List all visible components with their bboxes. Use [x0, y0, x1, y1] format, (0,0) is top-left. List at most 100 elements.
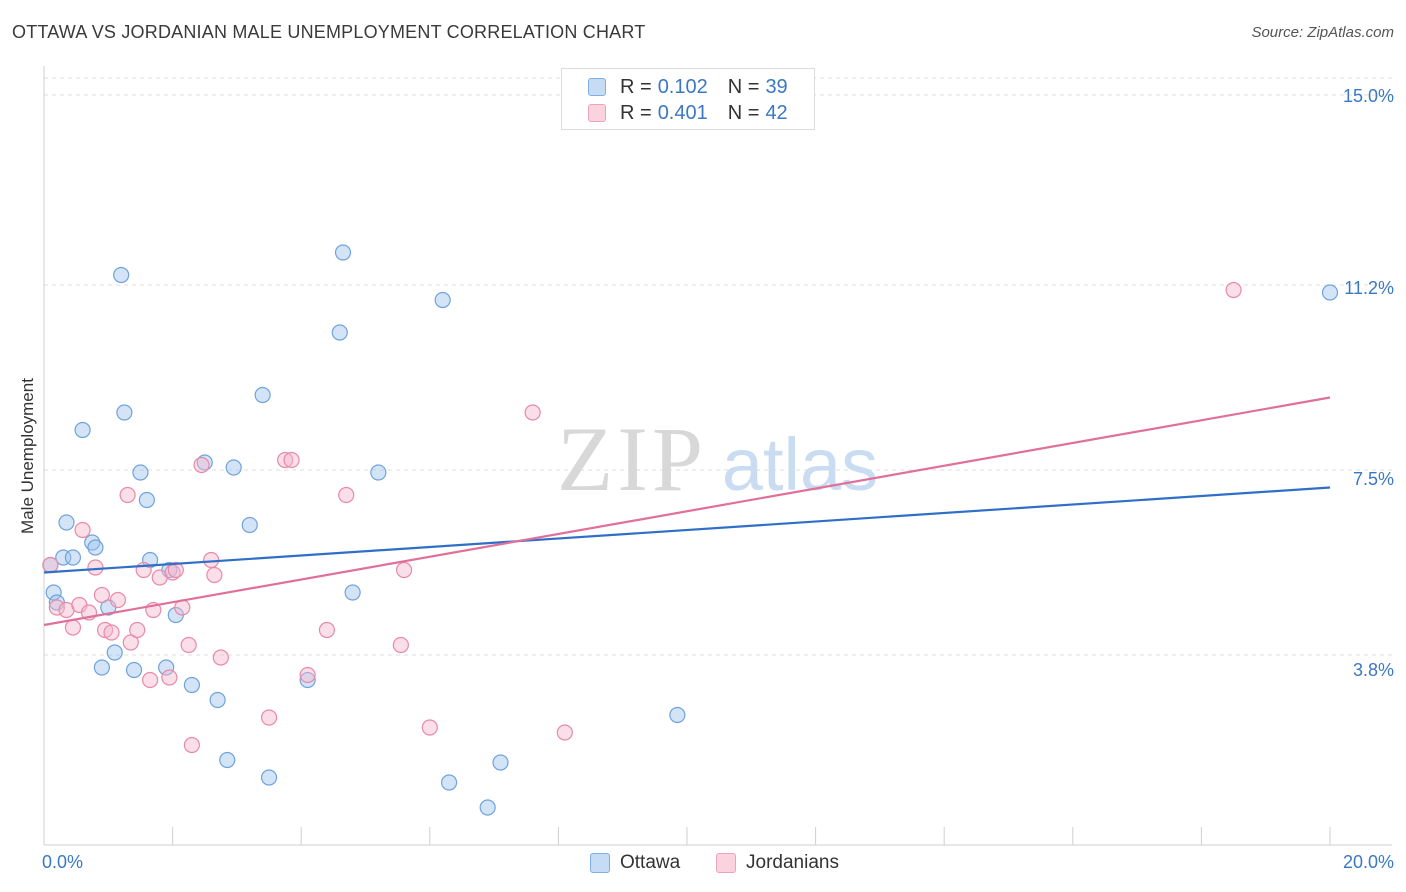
point-ottawa [113, 266, 130, 284]
point-ottawa [183, 676, 200, 694]
x-axis-min-label: 0.0% [42, 852, 84, 872]
point-jordanians [103, 624, 120, 641]
point-ottawa [254, 386, 271, 404]
legend-swatch-ottawa [590, 853, 610, 873]
point-ottawa [125, 661, 143, 679]
point-ottawa [138, 491, 155, 509]
y-tick-label-15: 15.0% [1342, 86, 1394, 106]
point-jordanians [161, 669, 178, 686]
point-ottawa [331, 324, 348, 341]
point-jordanians [392, 636, 409, 654]
y-tick-label-3: 3.8% [1352, 660, 1394, 680]
point-ottawa [158, 659, 175, 676]
point-jordanians [167, 561, 184, 579]
point-jordanians [93, 586, 110, 604]
grid-lines [44, 77, 1392, 656]
point-jordanians [299, 666, 316, 684]
point-jordanians [1225, 281, 1242, 299]
legend-swatch-jordanians [716, 853, 736, 873]
correlation-legend: R = 0.102 N = 39 R = 0.401 N = 42 [561, 68, 815, 130]
point-ottawa [299, 671, 316, 689]
point-jordanians [421, 719, 438, 736]
point-ottawa [434, 291, 451, 309]
x-axis-max-label: 20.0% [1342, 852, 1394, 872]
legend-r-value: 0.401 [657, 101, 708, 124]
point-jordanians [193, 456, 210, 474]
series-legend: Ottawa Jordanians [0, 852, 1406, 876]
point-ottawa [1321, 284, 1339, 301]
legend-r-label: R = [620, 75, 652, 98]
series-jordanians [42, 281, 1242, 754]
point-jordanians [122, 634, 139, 651]
point-ottawa [225, 459, 242, 476]
point-jordanians [395, 561, 413, 579]
legend-swatch-jordanians [588, 104, 606, 122]
point-ottawa [106, 644, 123, 661]
point-jordanians [338, 486, 355, 504]
point-jordanians [206, 566, 223, 584]
trend-line-jordanians [43, 396, 1331, 627]
point-ottawa [93, 659, 110, 676]
point-jordanians [277, 451, 294, 469]
point-jordanians [87, 559, 104, 576]
legend-n-value: 42 [765, 101, 788, 124]
point-ottawa [45, 584, 62, 601]
point-jordanians [524, 404, 541, 421]
point-ottawa [64, 549, 82, 566]
trend-line-ottawa [43, 486, 1331, 574]
point-jordanians [74, 521, 91, 539]
watermark: ZIP atlas [557, 408, 878, 510]
legend-n-label: N = [727, 75, 760, 98]
legend-n-label: N = [727, 101, 760, 124]
axes [43, 66, 1392, 846]
legend-n-value: 39 [765, 75, 788, 98]
point-jordanians [260, 709, 278, 726]
point-ottawa [87, 539, 104, 556]
point-jordanians [119, 486, 136, 504]
trend-lines [43, 396, 1331, 627]
y-tick-label-7: 7.5% [1352, 469, 1394, 489]
point-ottawa [58, 514, 75, 531]
point-jordanians [96, 621, 114, 639]
point-ottawa [116, 404, 133, 421]
point-jordanians [109, 591, 127, 609]
point-ottawa [344, 584, 361, 601]
point-ottawa [370, 464, 387, 481]
point-jordanians [212, 649, 229, 666]
point-jordanians [42, 556, 59, 574]
point-ottawa [209, 691, 226, 709]
point-jordanians [48, 599, 65, 616]
chart-title: OTTAWA VS JORDANIAN MALE UNEMPLOYMENT CO… [12, 22, 646, 42]
point-ottawa [241, 516, 258, 534]
point-ottawa [440, 774, 458, 791]
legend-row-jordanians: R = 0.401 N = 42 [588, 101, 788, 125]
point-ottawa [141, 551, 159, 569]
point-jordanians [129, 621, 146, 639]
point-ottawa [669, 706, 686, 724]
source-label: Source: ZipAtlas.com [1251, 24, 1394, 41]
point-jordanians [318, 621, 336, 639]
watermark-zip: ZIP [557, 408, 707, 510]
point-ottawa [479, 799, 496, 816]
point-ottawa [260, 769, 278, 786]
point-ottawa [334, 244, 352, 261]
point-ottawa [74, 421, 91, 439]
legend-label-ottawa: Ottawa [620, 852, 681, 873]
point-jordanians [141, 671, 159, 689]
point-jordanians [183, 736, 200, 754]
legend-item-jordanians: Jordanians [716, 852, 839, 874]
point-jordanians [556, 724, 573, 741]
point-jordanians [64, 619, 82, 636]
legend-label-jordanians: Jordanians [746, 852, 839, 873]
point-ottawa [492, 754, 509, 771]
y-tick-label-11: 11.2% [1344, 278, 1394, 298]
legend-row-ottawa: R = 0.102 N = 39 [588, 75, 788, 99]
series-ottawa [42, 244, 1339, 816]
legend-r-value: 0.102 [657, 75, 708, 98]
point-jordanians [180, 636, 197, 654]
legend-item-ottawa: Ottawa [590, 852, 680, 874]
point-ottawa [219, 751, 236, 769]
watermark-atlas: atlas [722, 423, 878, 506]
legend-r-label: R = [620, 101, 652, 124]
